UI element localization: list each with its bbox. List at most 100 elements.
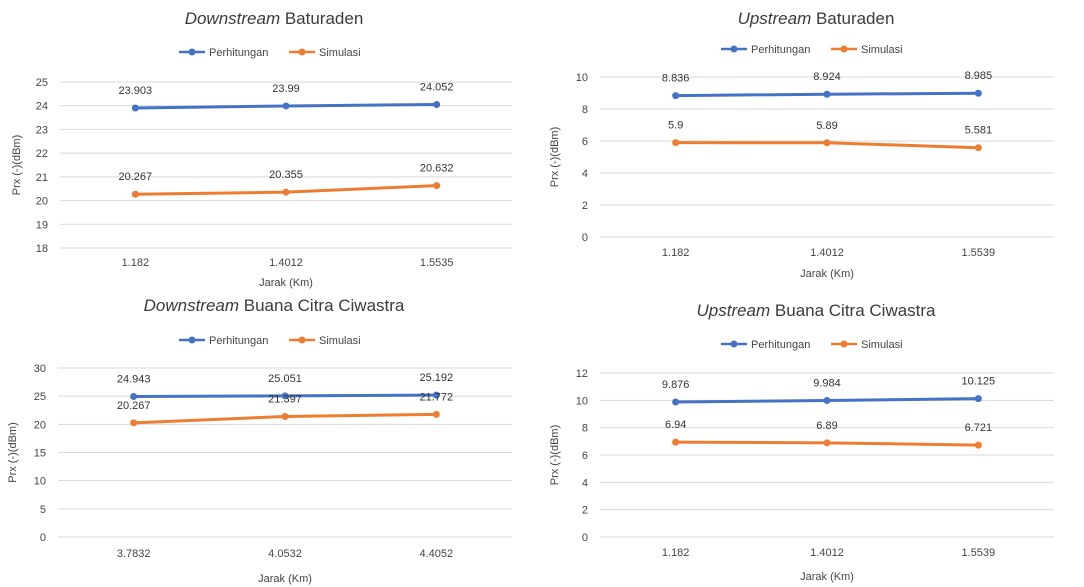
data-label-perhitungan: 8.924 <box>813 71 841 83</box>
data-label-simulasi: 5.89 <box>816 120 837 132</box>
chart-title-emphasis: Upstream <box>738 9 812 28</box>
data-label-perhitungan: 9.876 <box>662 379 690 391</box>
y-tick-label: 15 <box>34 448 46 460</box>
data-point-perhitungan <box>974 395 982 403</box>
x-tick-label: 1.5535 <box>420 257 454 269</box>
x-tick-label: 1.182 <box>122 257 150 269</box>
data-point-perhitungan <box>974 89 982 97</box>
data-point-simulasi <box>130 419 138 427</box>
legend-marker-simulasi <box>298 48 306 56</box>
chart-title: Upstream Baturaden <box>738 9 895 28</box>
y-tick-label: 25 <box>36 77 48 89</box>
chart-upstream-baturaden: Upstream Baturaden Perhitungan Simulasi 0 2 4… <box>549 9 1054 280</box>
data-point-simulasi <box>131 190 139 198</box>
data-point-perhitungan <box>823 397 831 405</box>
data-point-simulasi <box>823 139 831 147</box>
x-tick-label: 1.182 <box>662 247 690 259</box>
data-label-simulasi: 6.721 <box>965 422 993 434</box>
y-tick-label: 0 <box>582 232 588 244</box>
data-label-perhitungan: 24.943 <box>117 373 151 385</box>
data-label-perhitungan: 25.192 <box>420 372 454 384</box>
chart-title-rest: Baturaden <box>280 9 363 28</box>
data-label-simulasi: 20.632 <box>420 163 454 175</box>
data-label-simulasi: 6.94 <box>665 419 686 431</box>
legend-label-perhitungan: Perhitungan <box>209 47 268 59</box>
data-point-perhitungan <box>130 392 138 400</box>
data-point-simulasi <box>433 182 441 190</box>
chart-upstream-buana-citra-ciwastra: Upstream Buana Citra Ciwastra Perhitungan… <box>549 301 1054 583</box>
y-tick-label: 0 <box>582 532 588 544</box>
x-tick-label: 4.4052 <box>420 548 454 560</box>
y-tick-label: 5 <box>40 504 46 516</box>
y-axis-label: Prx (-)(dBm) <box>7 422 19 483</box>
y-tick-label: 8 <box>582 104 588 116</box>
legend-label-perhitungan: Perhitungan <box>751 44 810 56</box>
y-tick-label: 6 <box>582 136 588 148</box>
legend: Perhitungan Simulasi <box>179 335 361 347</box>
legend: Perhitungan Simulasi <box>721 339 903 351</box>
chart-title: Downstream Baturaden <box>185 9 364 28</box>
chart-title-rest: Buana Citra Ciwastra <box>770 301 936 320</box>
y-tick-label: 18 <box>36 243 48 255</box>
legend-label-simulasi: Simulasi <box>319 335 361 347</box>
legend-marker-perhitungan <box>188 48 196 56</box>
data-label-perhitungan: 23.903 <box>119 85 153 97</box>
y-tick-label: 20 <box>36 196 48 208</box>
y-tick-label: 6 <box>582 450 588 462</box>
data-label-simulasi: 5.9 <box>668 120 683 132</box>
data-label-simulasi: 20.267 <box>119 171 153 183</box>
y-axis-label: Prx (-)(dBm) <box>549 425 561 486</box>
x-axis-label: Jarak (Km) <box>259 277 313 289</box>
y-tick-label: 12 <box>576 368 588 380</box>
chart-title: Downstream Buana Citra Ciwastra <box>144 296 405 315</box>
data-label-perhitungan: 25.051 <box>268 373 302 385</box>
data-label-perhitungan: 10.125 <box>962 376 996 388</box>
x-tick-label: 3.7832 <box>117 548 151 560</box>
y-tick-label: 24 <box>36 101 48 113</box>
data-label-simulasi: 5.581 <box>965 125 993 137</box>
x-tick-label: 1.4012 <box>269 257 303 269</box>
y-axis-label: Prx (-)(dBm) <box>549 127 561 188</box>
data-point-simulasi <box>672 438 680 446</box>
data-point-perhitungan <box>823 90 831 98</box>
data-label-perhitungan: 8.985 <box>965 70 993 82</box>
x-tick-label: 1.5539 <box>962 547 996 559</box>
y-tick-label: 25 <box>34 391 46 403</box>
x-tick-label: 1.182 <box>662 547 690 559</box>
y-tick-label: 21 <box>36 172 48 184</box>
data-label-simulasi: 21.772 <box>420 391 454 403</box>
y-tick-label: 4 <box>582 477 588 489</box>
y-tick-label: 30 <box>34 363 46 375</box>
chart-title-emphasis: Downstream <box>185 9 280 28</box>
x-tick-label: 4.0532 <box>268 548 302 560</box>
data-label-simulasi: 21.397 <box>268 393 302 405</box>
legend-marker-perhitungan <box>730 45 738 53</box>
data-point-perhitungan <box>433 100 441 108</box>
legend-label-simulasi: Simulasi <box>861 44 903 56</box>
chart-title-rest: Baturaden <box>811 9 894 28</box>
data-point-perhitungan <box>672 398 680 406</box>
x-tick-label: 1.5539 <box>962 247 996 259</box>
x-tick-label: 1.4012 <box>810 547 844 559</box>
legend-marker-simulasi <box>840 340 848 348</box>
data-point-simulasi <box>281 412 289 420</box>
data-point-perhitungan <box>131 104 139 112</box>
y-tick-label: 10 <box>576 395 588 407</box>
legend-marker-perhitungan <box>188 336 196 344</box>
data-point-perhitungan <box>281 392 289 400</box>
chart-title-emphasis: Upstream <box>696 301 770 320</box>
legend-marker-perhitungan <box>730 340 738 348</box>
chart-title-rest: Buana Citra Ciwastra <box>239 296 405 315</box>
legend-marker-simulasi <box>840 45 848 53</box>
legend-label-perhitungan: Perhitungan <box>751 339 810 351</box>
legend-label-simulasi: Simulasi <box>861 339 903 351</box>
y-tick-label: 20 <box>34 419 46 431</box>
data-point-perhitungan <box>672 92 680 100</box>
data-point-perhitungan <box>432 391 440 399</box>
legend: Perhitungan Simulasi <box>179 47 361 59</box>
legend-label-simulasi: Simulasi <box>319 47 361 59</box>
data-label-simulasi: 6.89 <box>816 420 837 432</box>
data-point-simulasi <box>974 441 982 449</box>
data-point-perhitungan <box>282 102 290 110</box>
